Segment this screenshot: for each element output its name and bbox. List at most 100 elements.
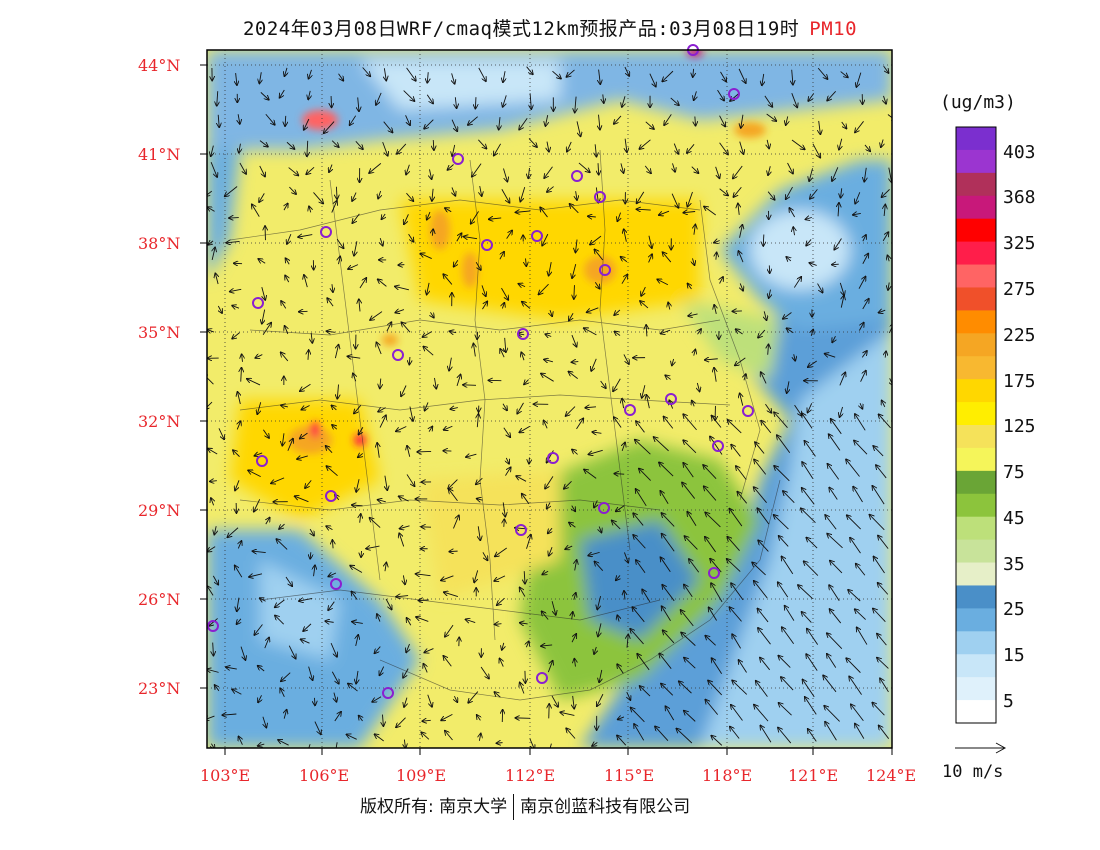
wind-arrow [855,414,866,431]
wind-arrow [637,191,645,203]
wind-arrow [778,728,792,744]
wind-arrow [737,492,748,504]
wind-arrow [432,229,433,236]
wind-arrow [276,539,288,550]
wind-arrow [705,636,716,646]
wind-arrow [808,729,817,742]
legend-label: 275 [1003,279,1036,300]
wind-arrow [314,721,321,735]
wind-arrow [617,212,620,222]
wind-arrow [327,331,335,332]
wind-arrow [254,624,263,635]
wind-arrow [503,71,505,82]
wind-arrow [792,69,793,85]
wind-arrow [285,576,292,586]
wind-arrow [802,413,813,429]
wind-arrow [308,666,313,681]
pm10-field [207,50,892,748]
wind-arrow [214,526,216,534]
wind-arrow [566,69,575,77]
wind-arrow [683,440,697,454]
wind-arrow [472,163,482,177]
wind-arrow [590,235,602,245]
station-circle [547,452,559,464]
wind-arrow [452,144,454,156]
wind-arrow [616,505,625,512]
wind-arrow [617,664,624,674]
wind-arrow [308,90,310,99]
wind-arrow [300,432,308,438]
wind-arrow [597,596,602,609]
wind-arrow [774,515,789,530]
wind-arrow [350,115,357,126]
wind-arrow [791,93,797,107]
wind-arrow [637,209,651,210]
wind-arrow [878,536,889,549]
wind-arrow [326,466,338,477]
wind-arrow [252,204,260,217]
wind-arrow [519,117,528,129]
wind-arrow [215,685,219,692]
station-circle [256,455,268,467]
legend-swatch [956,310,996,334]
wind-arrow [501,189,510,203]
wind-arrow [456,375,461,387]
legend-frame [955,126,997,724]
wind-arrow [385,598,392,609]
wind-arrow [238,736,242,745]
wind-arrow [259,193,265,202]
wind-arrow [359,299,360,312]
wind-arrow [423,664,427,673]
wind-arrow [785,606,795,621]
wind-arrow [802,612,812,623]
wind-arrow [409,356,410,365]
wind-arrow [468,691,479,703]
legend-swatch [956,516,996,541]
wind-arrow [218,305,222,313]
station-circle [599,264,611,276]
wind-arrow [522,494,530,505]
wind-arrow [798,585,813,599]
wind-arrow [330,642,337,657]
wind-arrow [520,623,528,624]
legend-label: 5 [1003,691,1014,712]
wind-arrow [876,465,887,479]
wind-arrow [241,368,242,382]
wind-arrow [847,515,861,530]
wind-arrow [832,167,839,181]
legend-swatch [956,356,996,380]
wind-arrow [860,403,862,409]
wind-arrow [566,728,576,739]
wind-arrow [564,481,572,488]
wind-arrow [208,449,218,455]
wind-arrow [416,617,429,622]
wind-arrow [335,345,338,359]
wind-arrow [614,474,625,475]
wind-arrow [425,402,428,410]
lat-label: 35°N [138,323,181,342]
legend-swatch [956,608,996,632]
wind-arrow [499,117,500,129]
wind-arrow [404,697,407,707]
station-circle [517,328,529,340]
wind-arrow [547,502,550,509]
wind-arrow [697,382,699,391]
wind-arrow [356,670,358,684]
wind-arrow [889,167,892,183]
wind-arrow [298,235,313,238]
wind-arrow [573,695,575,709]
copyright: 版权所有: 南京大学 南京创蓝科技有限公司 [360,792,690,820]
wind-arrow [473,344,475,357]
wind-arrow [576,121,581,136]
legend-label: 225 [1003,325,1036,346]
wind-arrow [572,264,577,278]
wind-arrow [769,289,771,298]
wind-arrow [617,615,619,622]
wind-arrow [879,414,891,429]
wind-arrow [281,405,288,407]
wind-arrow [636,489,647,507]
wind-arrow [711,583,723,603]
wind-arrow [399,496,409,502]
wind-arrow [863,235,866,242]
